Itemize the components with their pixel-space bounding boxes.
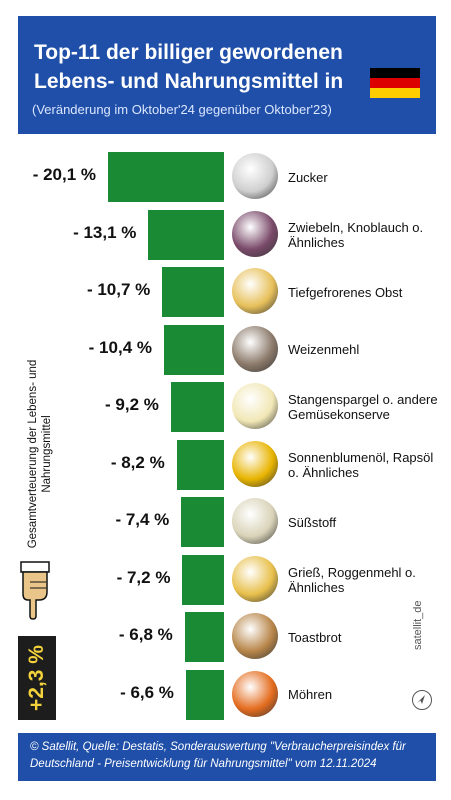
category-label: Süßstoff — [288, 514, 337, 530]
data-label: - 10,4 % — [88, 337, 152, 357]
bar — [163, 324, 224, 375]
total-inflation-value: +2,3 % — [25, 645, 48, 711]
category-label: Sonnenblumenöl, Rapsöl o. Ähnliches — [288, 449, 434, 480]
data-label: - 9,2 % — [105, 395, 159, 414]
category-label: Tiefgefrorenes Obst — [288, 284, 403, 300]
data-label: - 7,2 % — [116, 567, 171, 587]
bar — [185, 669, 224, 720]
brand-handle: satellit_de — [412, 570, 424, 650]
bar — [176, 439, 224, 490]
bar — [184, 612, 224, 662]
asparagus-jar-icon — [232, 383, 278, 429]
data-label: - 10,7 % — [86, 280, 151, 299]
oil-bottle-icon — [232, 440, 278, 487]
category-label: Weizenmehl — [288, 342, 360, 357]
category-label: Toastbrot — [288, 629, 342, 645]
send-icon — [412, 690, 432, 710]
category-label: Grieß, Roggenmehl o. Ähnliches — [288, 564, 416, 595]
carrots-icon — [232, 670, 278, 717]
data-label: - 6,8 % — [118, 625, 173, 644]
data-label: - 13,1 % — [73, 222, 137, 242]
flag-stripe-gold — [370, 88, 420, 98]
total-inflation-label: Gesamtverteuerung der Lebens- und Nahrun… — [27, 359, 53, 549]
flour-icon — [232, 325, 278, 372]
bar-row: - 20,1 % Zucker — [0, 150, 451, 204]
header-banner: Top-11 der billiger gewordenen Lebens- u… — [18, 16, 436, 134]
data-label: - 8,2 % — [110, 452, 165, 472]
category-label: Zucker — [288, 169, 328, 185]
total-inflation-badge: +2,3 % — [18, 636, 56, 720]
bar-row: - 10,4 % Weizenmehl — [0, 323, 451, 377]
category-label: Stangenspargel o. andere Gemüsekonserve — [288, 392, 438, 422]
flag-stripe-black — [370, 68, 420, 78]
data-label: - 7,4 % — [115, 510, 170, 529]
bar — [181, 497, 224, 547]
category-label: Zwiebeln, Knoblauch o. Ähnliches — [288, 219, 424, 250]
bar-row: - 9,2 % Stangenspargel o. andere Gemüseko… — [0, 380, 451, 434]
onion-garlic-icon — [232, 210, 278, 257]
bar — [170, 382, 224, 432]
sugar-icon — [232, 153, 278, 199]
chart-title: Top-11 der billiger gewordenen Lebens- u… — [34, 41, 344, 93]
bar — [182, 554, 224, 605]
bar-row: - 7,4 % Süßstoff — [0, 495, 451, 549]
bar-row: - 13,1 % Zwiebeln, Knoblauch o. Ähnliches — [0, 208, 451, 262]
data-label: - 20,1 % — [32, 165, 96, 184]
bar-row: - 10,7 % Tiefgefrorenes Obst — [0, 265, 451, 319]
bar-row: - 8,2 % Sonnenblumenöl, Rapsöl o. Ähnlich… — [0, 438, 451, 492]
frozen-fruit-icon — [232, 268, 278, 314]
sweetener-icon — [232, 498, 278, 544]
category-label: Möhren — [288, 687, 333, 702]
bar-row: - 6,8 % Toastbrot — [0, 610, 451, 664]
bar — [108, 152, 224, 202]
flag-stripe-red — [370, 78, 420, 88]
toast-icon — [232, 613, 278, 659]
semolina-icon — [232, 555, 278, 602]
brand-text: satellit_de — [412, 600, 424, 650]
chart-subtitle: (Veränderung im Oktober'24 gegenüber Okt… — [32, 102, 332, 117]
germany-flag-icon — [370, 68, 420, 98]
data-label: - 6,6 % — [120, 682, 174, 702]
bar — [148, 209, 224, 260]
footer-source: © Satellit, Quelle: Destatis, Sonderausw… — [18, 733, 436, 781]
pointing-down-hand-icon — [20, 561, 50, 620]
bar — [162, 267, 224, 317]
bar-row: - 7,2 % Grieß, Roggenmehl o. Ähnliches — [0, 553, 451, 607]
bar-row: - 6,6 % Möhren — [0, 668, 451, 722]
